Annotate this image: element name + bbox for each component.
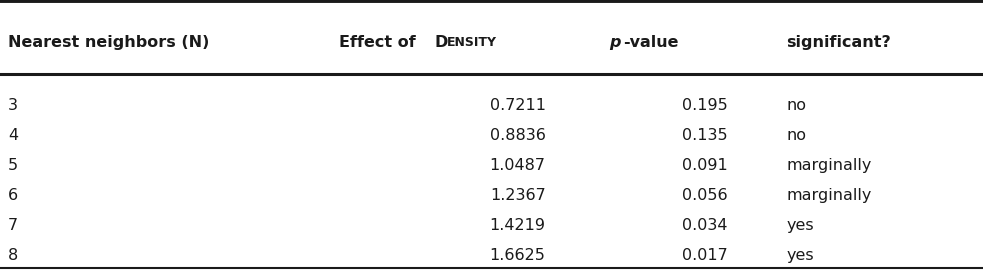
Text: 8: 8 — [8, 248, 18, 263]
Text: significant?: significant? — [786, 35, 892, 50]
Text: 4: 4 — [8, 128, 18, 143]
Text: Nearest neighbors (N): Nearest neighbors (N) — [8, 35, 209, 50]
Text: 0.7211: 0.7211 — [490, 98, 546, 112]
Text: D: D — [434, 35, 448, 50]
Text: no: no — [786, 128, 806, 143]
Text: 0.8836: 0.8836 — [490, 128, 546, 143]
Text: 0.056: 0.056 — [682, 188, 727, 203]
Text: 6: 6 — [8, 188, 18, 203]
Text: marginally: marginally — [786, 158, 872, 173]
Text: 5: 5 — [8, 158, 18, 173]
Text: 1.2367: 1.2367 — [490, 188, 546, 203]
Text: -value: -value — [623, 35, 678, 50]
Text: 1.6625: 1.6625 — [490, 248, 546, 263]
Text: 0.091: 0.091 — [681, 158, 727, 173]
Text: 0.195: 0.195 — [681, 98, 727, 112]
Text: marginally: marginally — [786, 188, 872, 203]
Text: 0.135: 0.135 — [682, 128, 727, 143]
Text: 7: 7 — [8, 218, 18, 233]
Text: no: no — [786, 98, 806, 112]
Text: ENSITY: ENSITY — [446, 36, 496, 49]
Text: 0.034: 0.034 — [682, 218, 727, 233]
Text: yes: yes — [786, 218, 814, 233]
Text: 1.0487: 1.0487 — [490, 158, 546, 173]
Text: yes: yes — [786, 248, 814, 263]
Text: 3: 3 — [8, 98, 18, 112]
Text: 0.017: 0.017 — [681, 248, 727, 263]
Text: p: p — [609, 35, 621, 50]
Text: 1.4219: 1.4219 — [490, 218, 546, 233]
Text: Effect of: Effect of — [339, 35, 422, 50]
